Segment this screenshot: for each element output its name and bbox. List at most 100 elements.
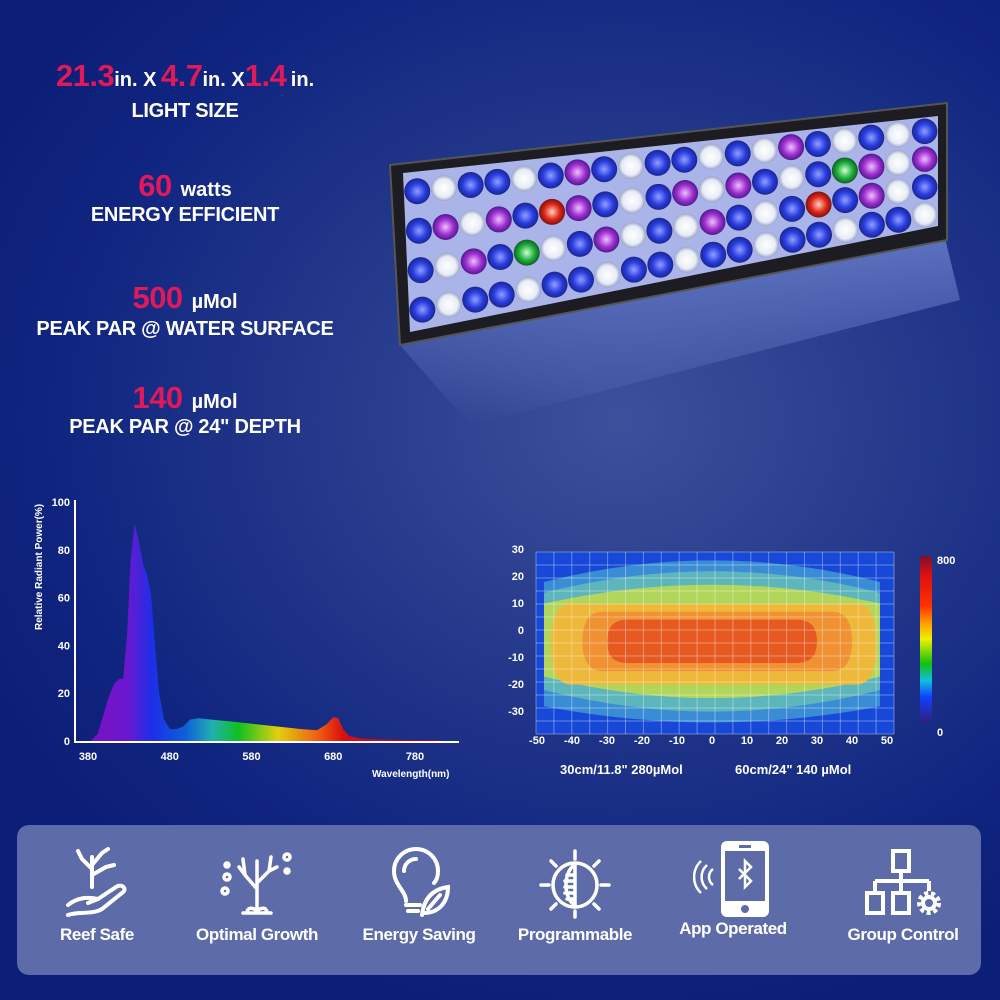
contour-level xyxy=(544,571,880,712)
x-tick-label: 10 xyxy=(741,735,753,747)
led-emitter xyxy=(541,271,568,298)
y-tick-label: 80 xyxy=(58,545,70,557)
power-unit: watts xyxy=(180,179,232,201)
par-depth-value: 140 xyxy=(132,380,183,415)
led-emitter xyxy=(457,171,484,198)
led-emitter xyxy=(778,134,805,161)
led-emitter xyxy=(805,191,832,218)
led-emitter xyxy=(832,216,859,243)
unit: in. X xyxy=(114,69,157,91)
led-emitter xyxy=(911,201,938,228)
contour-level xyxy=(544,584,880,699)
y-tick-label: -20 xyxy=(508,679,524,691)
spec-size-label: LIGHT SIZE xyxy=(131,100,239,122)
led-emitter xyxy=(726,236,753,263)
y-tick-label: 10 xyxy=(512,598,524,610)
spec-power-label: ENERGY EFFICIENT xyxy=(90,204,280,226)
y-tick-label: 0 xyxy=(64,736,70,748)
colorbar-max: 800 xyxy=(937,555,955,567)
x-tick-label: -20 xyxy=(634,735,650,747)
led-emitter xyxy=(644,149,671,176)
led-emitter xyxy=(488,281,515,308)
led-emitter xyxy=(537,162,564,189)
spectrum-area xyxy=(90,523,440,741)
unit: in. X xyxy=(202,69,245,91)
led-emitter xyxy=(645,183,672,210)
led-emitter xyxy=(779,226,806,253)
led-emitter xyxy=(620,256,647,283)
led-emitter xyxy=(672,180,699,207)
colorbar xyxy=(920,556,932,722)
led-emitter xyxy=(404,178,431,205)
led-emitter xyxy=(513,239,540,266)
led-emitter xyxy=(832,187,859,214)
power-value: 60 xyxy=(138,168,172,203)
led-emitter xyxy=(725,172,752,199)
led-emitter xyxy=(462,286,489,313)
led-emitter xyxy=(564,159,591,186)
y-tick-label: 100 xyxy=(52,497,70,509)
led-emitter xyxy=(540,235,567,262)
led-emitter xyxy=(698,176,725,203)
feature-reef-safe: Reef Safe xyxy=(17,825,177,945)
contour-level xyxy=(607,619,817,663)
led-emitter xyxy=(485,206,512,233)
size-depth: 1.4 xyxy=(244,58,287,93)
feature-label: Group Control xyxy=(847,925,959,944)
led-emitter xyxy=(885,149,912,176)
coral-hand-icon xyxy=(66,847,127,917)
par-surface-value: 500 xyxy=(132,280,183,315)
led-emitter xyxy=(435,291,462,318)
led-emitter xyxy=(753,231,780,258)
y-tick-label: 60 xyxy=(58,593,70,605)
led-emitter xyxy=(885,206,912,233)
led-emitter xyxy=(911,146,938,172)
y-tick-label: 40 xyxy=(58,640,70,652)
led-emitter xyxy=(539,198,566,225)
par-unit: µMol xyxy=(191,291,238,313)
led-emitter xyxy=(726,204,753,231)
x-tick-label: 580 xyxy=(242,751,260,763)
led-emitter xyxy=(885,178,912,205)
contour-level xyxy=(544,560,880,723)
caption-30cm: 30cm/11.8" 280µMol xyxy=(560,762,683,777)
feature-label: Energy Saving xyxy=(362,925,476,944)
y-tick-label: -30 xyxy=(508,706,524,718)
x-tick-label: -50 xyxy=(529,735,545,747)
x-tick-label: -10 xyxy=(669,735,685,747)
feature-label: Programmable xyxy=(517,925,633,944)
x-tick-label: 40 xyxy=(846,735,858,747)
led-emitter xyxy=(487,244,514,271)
spec-par-surface-label: PEAK PAR @ WATER SURFACE xyxy=(36,318,334,340)
spec-size: 21.3in. X 4.7in. X1.4 in. xyxy=(0,58,370,94)
led-emitter xyxy=(432,213,459,240)
y-tick-label: 30 xyxy=(512,544,524,556)
x-tick-label: 780 xyxy=(406,751,424,763)
x-tick-label: -40 xyxy=(564,735,580,747)
led-emitter xyxy=(697,143,724,170)
y-tick-label: -10 xyxy=(508,652,524,664)
led-emitter xyxy=(515,276,542,303)
y-axis-label: Relative Radiant Power(%) xyxy=(34,504,45,630)
bulb-leaf-icon xyxy=(391,847,451,917)
led-emitter xyxy=(646,217,673,244)
x-tick-label: 380 xyxy=(79,751,97,763)
led-emitter xyxy=(858,211,885,238)
bluetooth-phone-icon xyxy=(693,841,769,917)
led-emitter xyxy=(617,153,644,180)
led-emitter xyxy=(434,252,461,279)
coral-growth-icon xyxy=(220,852,292,915)
unit: in. xyxy=(290,69,315,91)
led-emitter xyxy=(673,246,700,273)
led-emitter xyxy=(512,202,539,229)
led-emitter xyxy=(566,230,593,257)
feature-energy-saving: Energy Saving xyxy=(339,825,499,945)
led-emitter xyxy=(568,266,595,293)
led-emitter xyxy=(407,257,434,284)
spec-power: 60 watts xyxy=(0,168,370,204)
led-emitter xyxy=(858,182,885,209)
led-emitter xyxy=(460,248,487,275)
led-emitter xyxy=(484,168,511,195)
led-emitter xyxy=(593,226,620,253)
led-emitter xyxy=(751,168,778,195)
